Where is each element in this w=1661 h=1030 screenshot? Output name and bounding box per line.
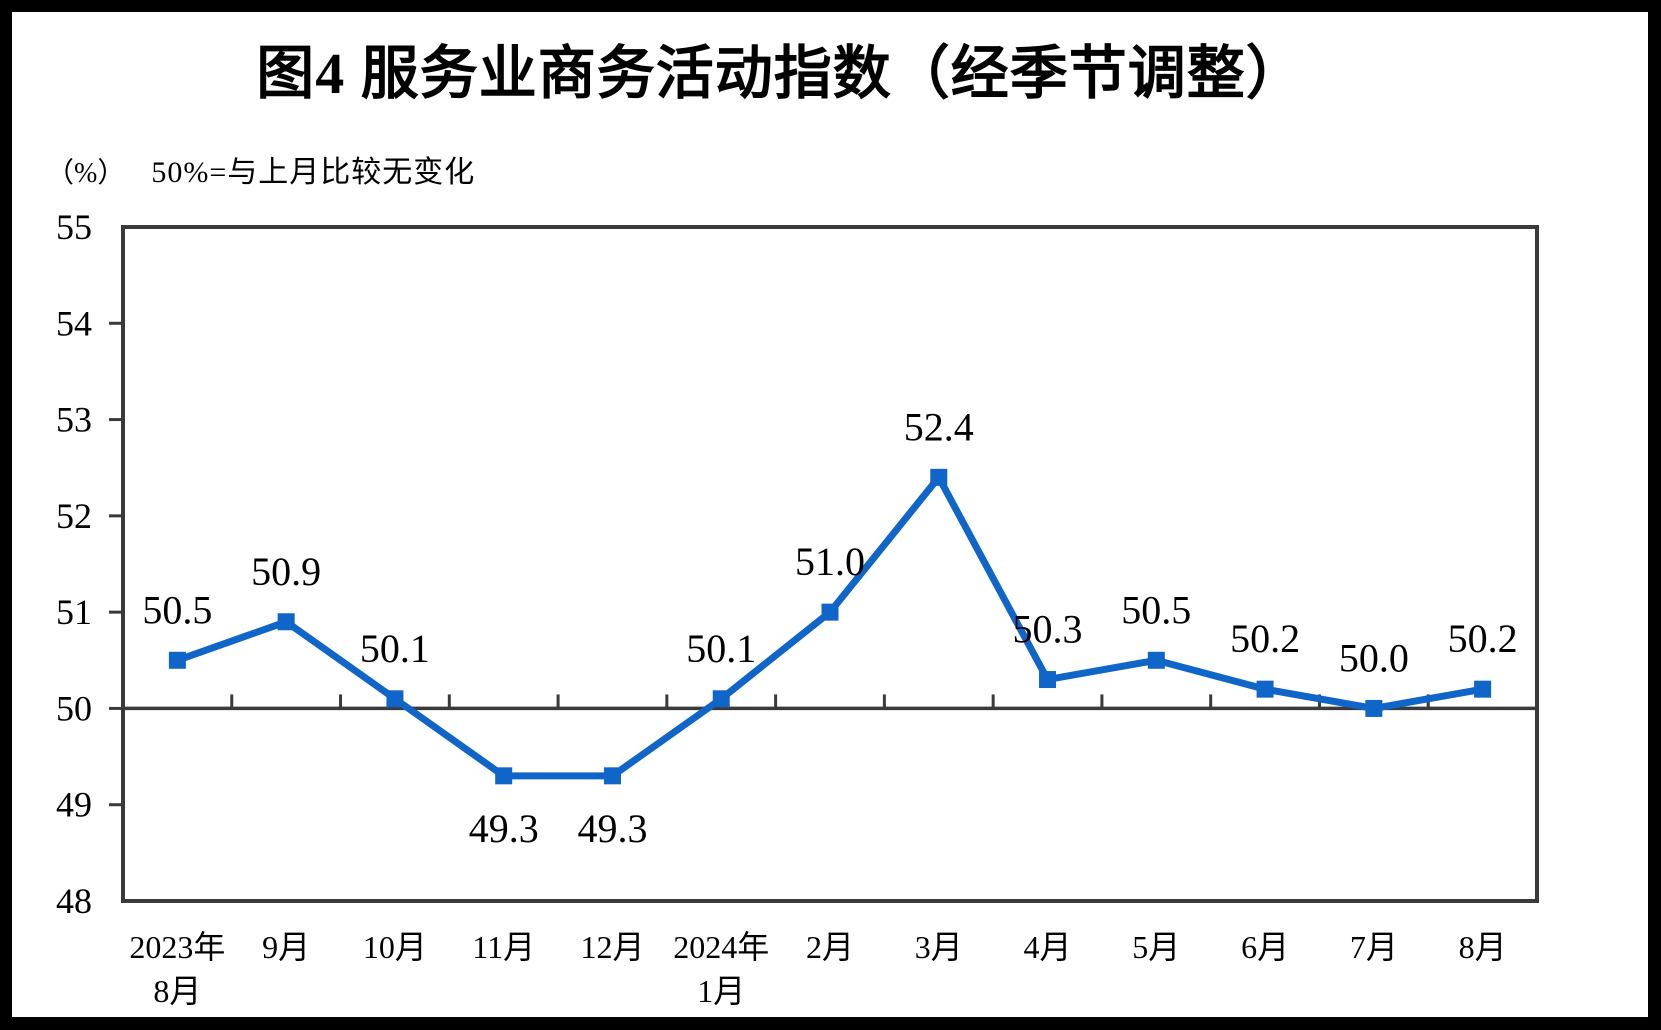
data-point-marker [168, 651, 186, 669]
data-label: 50.1 [686, 626, 756, 671]
x-axis-label: 3月 [915, 929, 963, 965]
data-label: 51.0 [795, 539, 865, 584]
y-tick-label: 48 [56, 881, 92, 921]
y-tick-label: 52 [56, 496, 92, 536]
y-tick-label: 55 [56, 207, 92, 247]
data-point-marker [1256, 680, 1274, 698]
x-axis-label: 4月 [1024, 929, 1072, 965]
data-point-marker [1039, 671, 1057, 689]
x-axis-label: 5月 [1132, 929, 1180, 965]
data-point-marker [821, 603, 839, 621]
data-label: 49.3 [577, 806, 647, 851]
axis-annotation-row: （%） 50%=与上月比较无变化 [46, 147, 475, 191]
x-axis-label: 8月 [1459, 929, 1507, 965]
x-axis-label: 12月 [580, 929, 644, 965]
data-point-marker [1147, 651, 1165, 669]
x-axis-label: 2024年 [673, 929, 769, 965]
reference-note: 50%=与上月比较无变化 [151, 156, 476, 189]
y-tick-label: 49 [56, 785, 92, 825]
data-label: 50.2 [1448, 616, 1518, 661]
data-point-marker [930, 468, 948, 486]
plot-border [121, 225, 1539, 903]
data-label: 50.1 [360, 626, 430, 671]
data-label: 52.4 [904, 404, 974, 449]
y-tick-label: 53 [56, 400, 92, 440]
x-axis-label: 2月 [806, 929, 854, 965]
x-axis-label: 9月 [262, 929, 310, 965]
data-point-marker [712, 690, 730, 708]
x-axis-label-line2: 8月 [153, 973, 201, 1009]
y-tick-label: 51 [56, 592, 92, 632]
x-axis-label: 11月 [472, 929, 535, 965]
data-point-marker [386, 690, 404, 708]
data-label: 50.3 [1013, 607, 1083, 652]
x-axis-label: 2023年 [129, 929, 225, 965]
data-point-marker [277, 613, 295, 631]
data-label: 50.5 [142, 587, 212, 632]
data-label: 50.5 [1121, 587, 1191, 632]
data-point-marker [603, 767, 621, 785]
x-axis-label: 10月 [363, 929, 427, 965]
data-point-marker [1474, 680, 1492, 698]
data-label: 50.0 [1339, 635, 1409, 680]
y-axis-unit-label: （%） [46, 158, 126, 189]
x-axis-label: 7月 [1350, 929, 1398, 965]
chart-canvas [12, 12, 1648, 1017]
data-label: 50.9 [251, 549, 321, 594]
y-tick-label: 50 [56, 688, 92, 728]
chart-title: 图4 服务业商务活动指数（经季节调整） [256, 41, 1305, 106]
x-axis-label: 6月 [1241, 929, 1289, 965]
data-label: 50.2 [1230, 616, 1300, 661]
data-label: 49.3 [469, 806, 539, 851]
data-point-marker [1365, 699, 1383, 717]
data-point-marker [495, 767, 513, 785]
x-axis-label-line2: 1月 [697, 973, 745, 1009]
y-tick-label: 54 [56, 303, 92, 343]
